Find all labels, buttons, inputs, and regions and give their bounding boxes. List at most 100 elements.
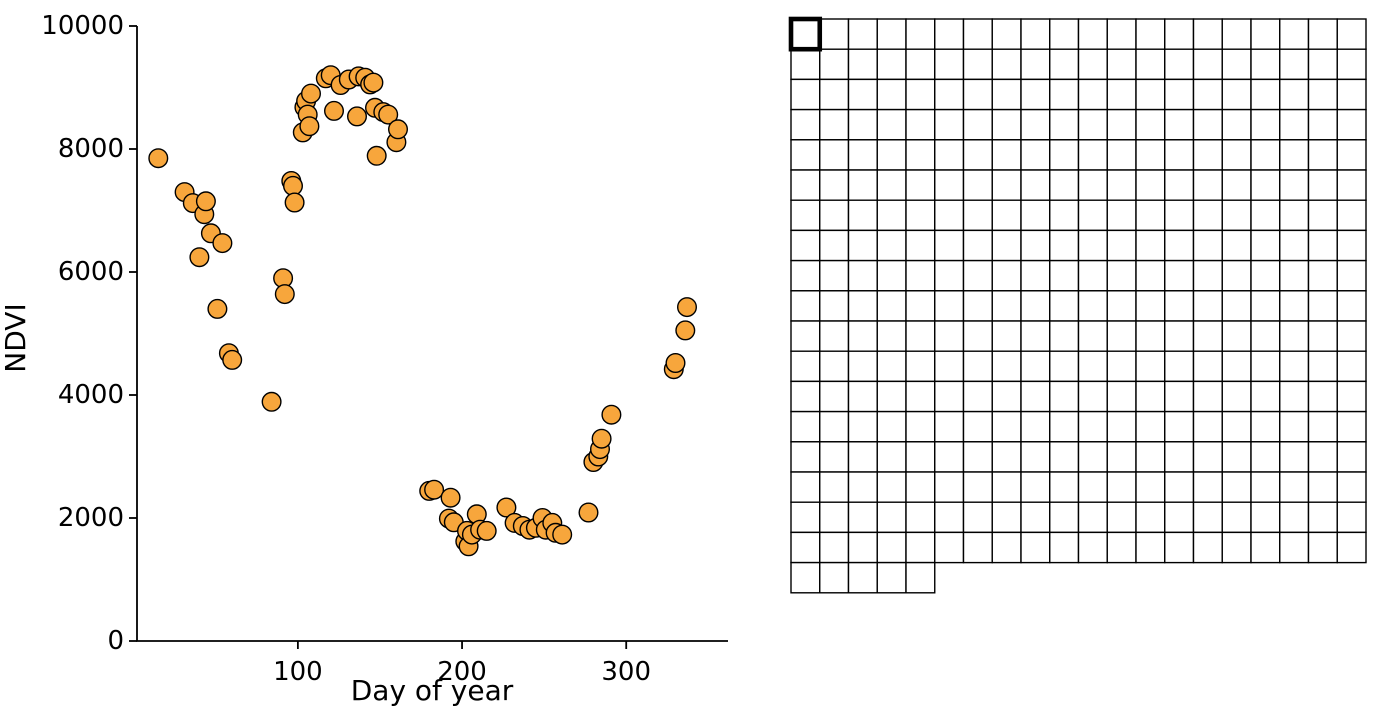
day-cell[interactable] [1221, 139, 1252, 171]
day-cell[interactable] [962, 350, 993, 383]
day-cell[interactable] [1077, 259, 1108, 292]
day-cell[interactable] [1049, 441, 1080, 473]
day-cell[interactable] [991, 320, 1022, 352]
day-cell[interactable] [1307, 471, 1338, 503]
day-cell[interactable] [905, 471, 936, 503]
day-cell[interactable] [1221, 410, 1252, 443]
day-cell[interactable] [991, 380, 1022, 413]
day-cell[interactable] [1250, 471, 1281, 503]
day-cell[interactable] [1077, 320, 1108, 352]
day-cell[interactable] [847, 501, 878, 534]
day-cell[interactable] [905, 561, 936, 594]
day-cell[interactable] [905, 320, 936, 352]
day-cell[interactable] [1020, 320, 1051, 352]
day-cell[interactable] [962, 501, 993, 534]
day-cell[interactable] [790, 259, 821, 292]
day-cell[interactable] [1279, 350, 1310, 383]
day-cell[interactable] [962, 199, 993, 232]
day-cell[interactable] [1106, 380, 1137, 413]
day-cell[interactable] [1106, 441, 1137, 473]
day-cell[interactable] [1020, 471, 1051, 503]
day-cell[interactable] [991, 471, 1022, 503]
day-cell[interactable] [934, 471, 965, 503]
day-cell[interactable] [1020, 229, 1051, 262]
day-cell[interactable] [1250, 48, 1281, 81]
day-cell[interactable] [962, 259, 993, 292]
day-cell[interactable] [1020, 380, 1051, 413]
day-cell[interactable] [1192, 320, 1223, 352]
day-cell[interactable] [1307, 108, 1338, 141]
day-cell[interactable] [1164, 290, 1195, 322]
day-cell[interactable] [819, 169, 850, 201]
day-cell[interactable] [991, 78, 1022, 111]
day-cell[interactable] [1192, 78, 1223, 111]
day-cell[interactable] [1135, 199, 1166, 232]
day-cell[interactable] [1106, 108, 1137, 141]
day-cell[interactable] [1250, 108, 1281, 141]
day-cell[interactable] [1192, 471, 1223, 503]
day-cell[interactable] [934, 259, 965, 292]
day-cell[interactable] [1279, 108, 1310, 141]
day-cell[interactable] [1221, 531, 1252, 564]
day-cell[interactable] [934, 441, 965, 473]
day-cell[interactable] [1250, 380, 1281, 413]
day-cell[interactable] [1279, 441, 1310, 473]
day-cell[interactable] [847, 199, 878, 232]
day-cell[interactable] [1077, 441, 1108, 473]
day-cell[interactable] [1164, 259, 1195, 292]
day-cell[interactable] [1049, 350, 1080, 383]
day-cell[interactable] [847, 229, 878, 262]
day-cell[interactable] [1192, 441, 1223, 473]
day-cell[interactable] [934, 380, 965, 413]
day-cell[interactable] [790, 169, 821, 201]
day-cell[interactable] [1336, 380, 1367, 413]
day-cell[interactable] [1279, 259, 1310, 292]
day-cell[interactable] [1020, 169, 1051, 201]
day-cell[interactable] [1077, 48, 1108, 81]
day-cell[interactable] [1164, 139, 1195, 171]
day-cell[interactable] [819, 350, 850, 383]
day-cell[interactable] [1077, 380, 1108, 413]
day-cell[interactable] [1106, 531, 1137, 564]
day-cell[interactable] [905, 229, 936, 262]
day-cell[interactable] [819, 199, 850, 232]
day-cell[interactable] [790, 78, 821, 111]
day-cell[interactable] [876, 229, 907, 262]
day-cell[interactable] [934, 229, 965, 262]
day-cell[interactable] [790, 531, 821, 564]
day-cell[interactable] [1221, 18, 1252, 50]
day-cell[interactable] [819, 501, 850, 534]
day-cell[interactable] [790, 290, 821, 322]
day-cell[interactable] [1307, 380, 1338, 413]
day-cell[interactable] [1049, 48, 1080, 81]
day-cell[interactable] [905, 380, 936, 413]
day-cell[interactable] [1135, 350, 1166, 383]
day-cell[interactable] [1049, 380, 1080, 413]
day-cell[interactable] [1049, 108, 1080, 141]
day-cell[interactable] [934, 501, 965, 534]
day-cell[interactable] [1106, 471, 1137, 503]
day-cell[interactable] [934, 169, 965, 201]
day-cell[interactable] [876, 380, 907, 413]
day-cell[interactable] [1049, 259, 1080, 292]
day-cell[interactable] [1020, 199, 1051, 232]
day-cell[interactable] [1336, 350, 1367, 383]
day-cell[interactable] [991, 350, 1022, 383]
day-cell[interactable] [991, 139, 1022, 171]
day-cell[interactable] [1077, 501, 1108, 534]
day-cell[interactable] [1221, 199, 1252, 232]
day-cell[interactable] [1250, 199, 1281, 232]
day-cell[interactable] [934, 78, 965, 111]
day-cell[interactable] [1164, 441, 1195, 473]
day-cell[interactable] [1164, 48, 1195, 81]
day-cell[interactable] [1250, 169, 1281, 201]
day-cell[interactable] [1279, 471, 1310, 503]
day-cell[interactable] [962, 108, 993, 141]
day-cell[interactable] [1049, 18, 1080, 50]
day-cell[interactable] [1164, 229, 1195, 262]
day-cell[interactable] [1077, 350, 1108, 383]
day-cell[interactable] [1250, 18, 1281, 50]
day-cell[interactable] [1106, 290, 1137, 322]
day-cell[interactable] [819, 108, 850, 141]
day-cell[interactable] [1279, 290, 1310, 322]
